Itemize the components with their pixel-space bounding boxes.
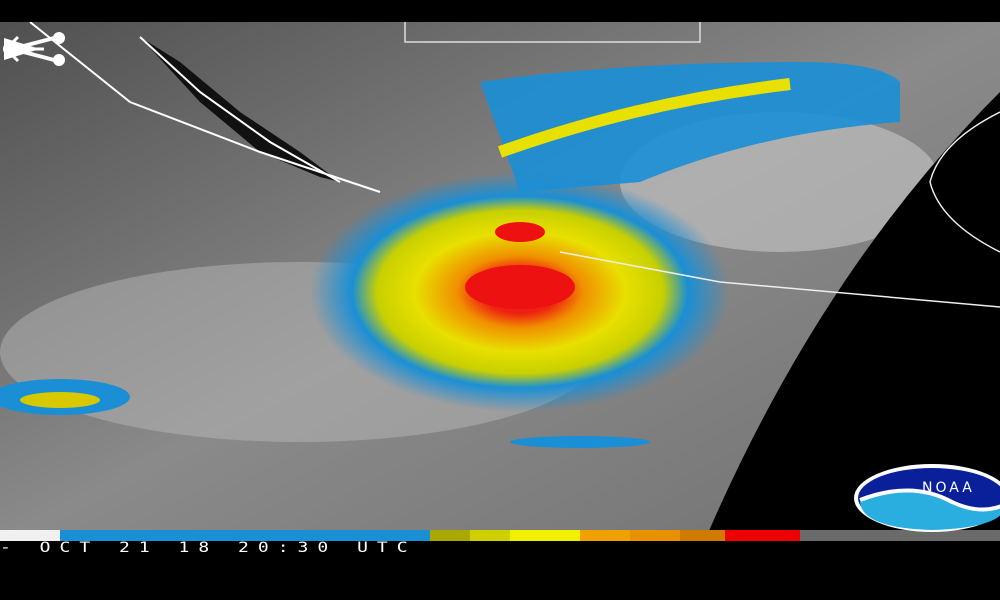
scale-red [725,530,800,541]
satellite-image[interactable] [0,22,1000,540]
scale-white [0,530,60,541]
share-icon [3,32,65,66]
color-scale-bar [0,530,1000,541]
share-button[interactable] [0,32,70,66]
scale-olive [430,530,470,541]
satellite-imagery [0,22,1000,540]
scale-orange-1 [580,530,630,541]
image-timestamp: - OCT 21 18 20:30 UTC [0,539,417,557]
noaa-logo-text: NOAA [922,480,975,496]
scale-gray [800,530,1000,541]
scale-yellow-1 [470,530,510,541]
scale-orange-2 [630,530,680,541]
scale-orange-3 [680,530,725,541]
scale-blue [60,530,430,541]
noaa-logo: NOAA [854,464,1000,532]
scale-yellow-2 [510,530,580,541]
